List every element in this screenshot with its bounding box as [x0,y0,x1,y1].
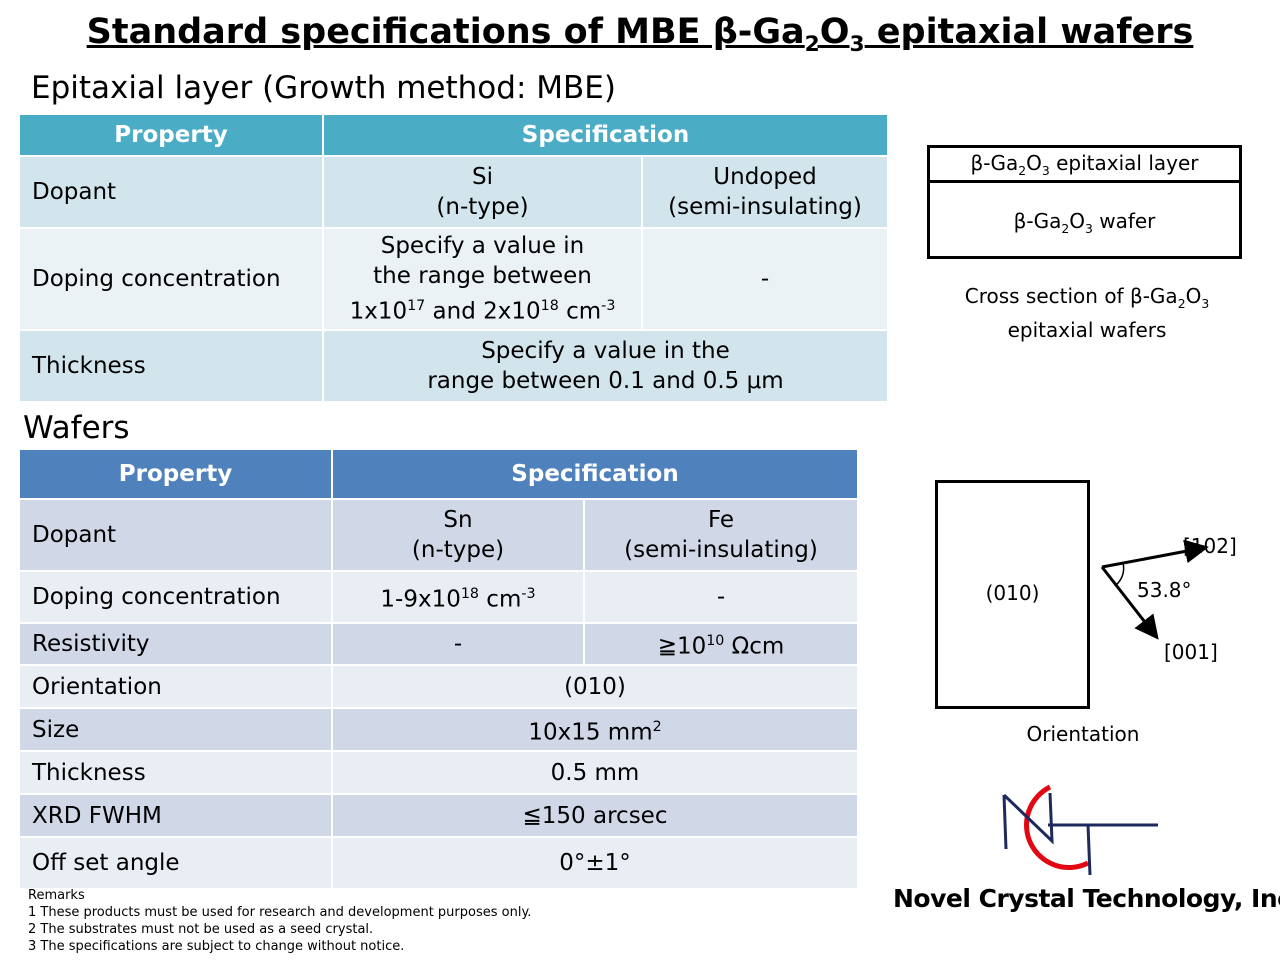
cell-size: 10x15 mm2 [331,707,859,752]
company-name: Novel Crystal Technology, Inc. [893,884,1280,913]
header-specification: Specification [322,113,889,157]
page-title: Standard specifications of MBE β-Ga2O3 e… [86,12,1194,57]
angle-arc [1115,562,1125,586]
cell-fe-doping: - [583,570,859,624]
remark-item: 1 These products must be used for resear… [28,905,532,920]
cell-si: Si (n-type) [322,155,643,229]
wafers-section-heading: Wafers [23,410,130,446]
table-row-orientation: Orientation (010) [18,664,859,709]
cross-section-caption: Cross section of β-Ga2O3 epitaxial wafers [964,284,1210,342]
remark-item: 2 The substrates must not be used as a s… [28,922,374,937]
cell-undoped: Undoped (semi-insulating) [641,155,889,229]
table-header-row: Property Specification [18,113,889,157]
cell-sn: Sn (n-type) [331,498,585,572]
cell-fe-resistivity: ≧1010 Ωcm [583,622,859,666]
wafer-spec-table: Property Specification Dopant Sn (n-type)… [18,448,859,890]
header-property: Property [18,113,324,157]
face-label: (010) [985,581,1040,605]
table-row-dopant: Dopant Si (n-type) Undoped (semi-insulatin… [18,155,889,229]
table-row-offset-angle: Off set angle 0°±1° [18,836,859,890]
wafer-box: β-Ga2O3 wafer [927,180,1242,259]
table-row-thickness: Thickness Specify a value in the range be… [18,329,889,403]
arrow-001 [1100,566,1159,640]
angle-label: 53.8° [1137,578,1192,602]
cell-orientation: (010) [331,664,859,709]
orientation-arrows [1100,540,1209,640]
row-label: Dopant [18,155,324,229]
row-label: Doping concentration [18,570,333,624]
row-label: Resistivity [18,622,333,666]
orientation-wafer-rect: (010) [935,480,1090,709]
header-specification: Specification [331,448,859,500]
row-label: Thickness [18,329,324,403]
logo-ring [1024,784,1090,870]
row-label: Doping concentration [18,227,324,331]
table-header-row: Property Specification [18,448,859,500]
row-label: XRD FWHM [18,793,333,838]
row-label: Thickness [18,750,333,795]
table-row-dopant: Dopant Sn (n-type) Fe (semi-insulating) [18,498,859,572]
cell-offset: 0°±1° [331,836,859,890]
table-row-size: Size 10x15 mm2 [18,707,859,752]
epitaxial-section-heading: Epitaxial layer (Growth method: MBE) [31,70,616,106]
table-row-xrd-fwhm: XRD FWHM ≦150 arcsec [18,793,859,838]
header-property: Property [18,448,333,500]
orientation-caption: Orientation [1026,722,1140,746]
table-row-doping-concentration: Doping concentration 1-9x1018 cm-3 - [18,570,859,624]
direction-102-label: [102] [1183,534,1237,558]
cell-thickness: 0.5 mm [331,750,859,795]
cell-xrd: ≦150 arcsec [331,793,859,838]
table-row-doping-concentration: Doping concentration Specify a value in t… [18,227,889,331]
epitaxial-spec-table: Property Specification Dopant Si (n-type)… [18,113,889,403]
cell-si-doping: Specify a value in the range between 1x101… [322,227,643,331]
row-label: Size [18,707,333,752]
logo-n-mark [1002,792,1054,850]
company-logo-icon [1002,784,1158,876]
row-label: Off set angle [18,836,333,890]
cell-fe: Fe (semi-insulating) [583,498,859,572]
cell-sn-doping: 1-9x1018 cm-3 [331,570,585,624]
row-label: Dopant [18,498,333,572]
row-label: Orientation [18,664,333,709]
arrow-102 [1101,540,1209,569]
table-row-resistivity: Resistivity - ≧1010 Ωcm [18,622,859,666]
remark-item: 3 The specifications are subject to chan… [28,939,405,954]
cell-undoped-doping: - [641,227,889,331]
remarks-heading: Remarks [28,888,85,903]
direction-001-label: [001] [1164,640,1218,664]
cell-thickness: Specify a value in the range between 0.1 … [322,329,889,403]
logo-t-mark [1048,823,1158,876]
remarks: Remarks 1 These products must be used fo… [28,887,531,955]
epitaxial-layer-box: β-Ga2O3 epitaxial layer [927,145,1242,183]
table-row-thickness: Thickness 0.5 mm [18,750,859,795]
cell-sn-resistivity: - [331,622,585,666]
